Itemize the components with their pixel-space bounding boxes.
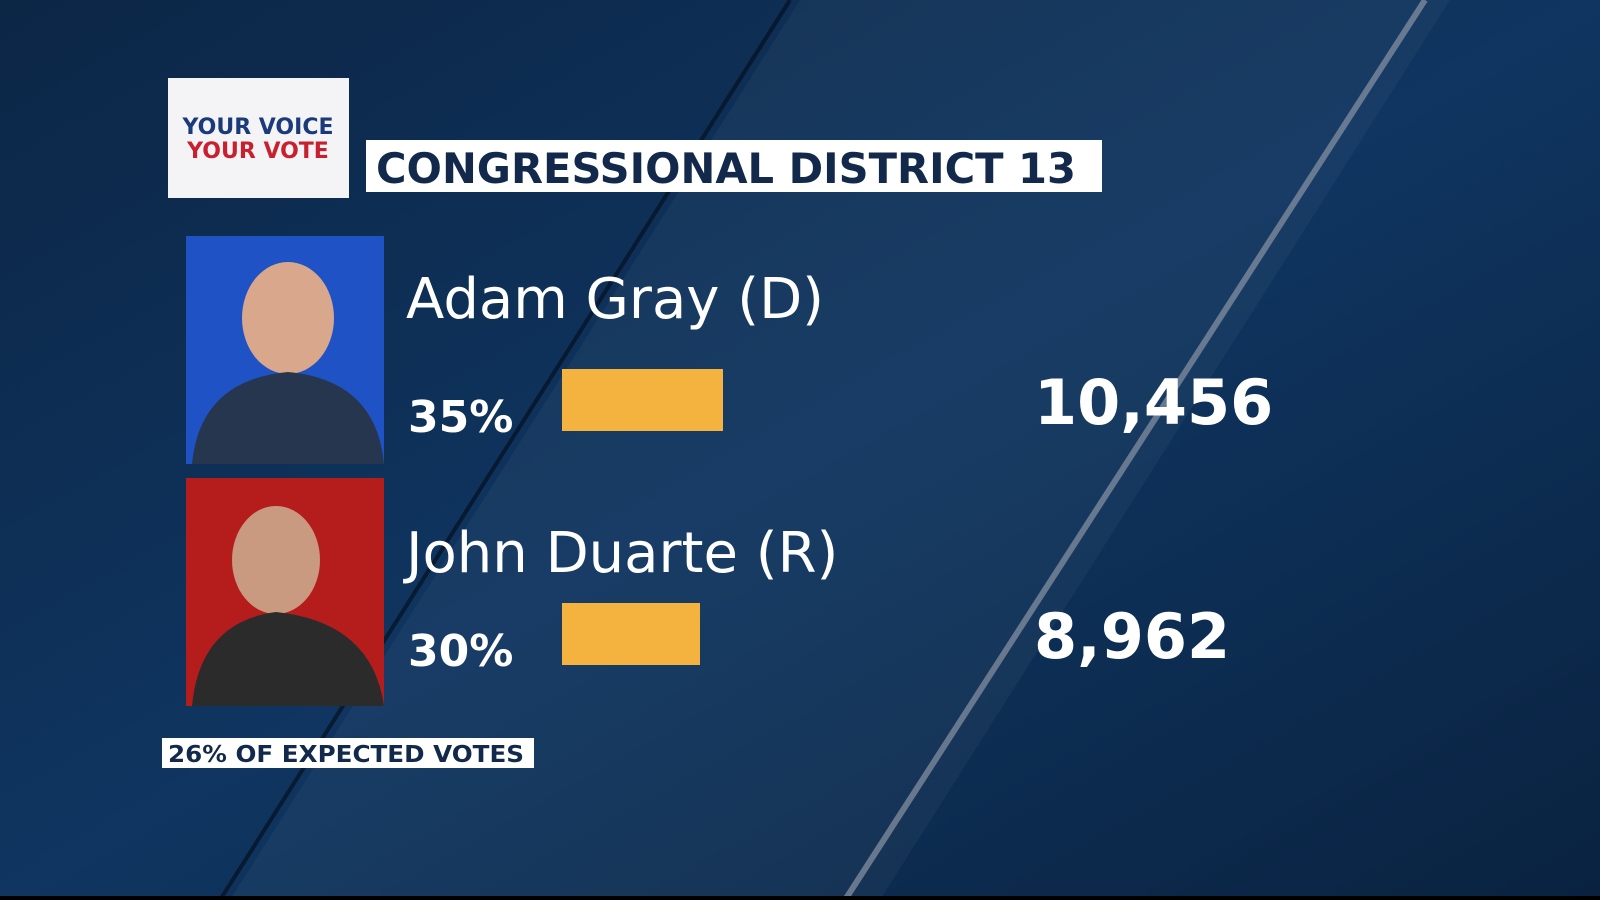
photo-head	[242, 262, 334, 374]
percent-bar	[562, 369, 723, 431]
percent-label: 35%	[408, 392, 513, 443]
percent-bar	[562, 603, 700, 665]
diagonal-stripe	[842, 0, 1428, 900]
bottom-strip	[0, 896, 1600, 900]
photo	[186, 236, 384, 464]
candidate-name: John Duarte (R)	[403, 521, 838, 586]
photo-body	[192, 612, 384, 706]
vote-count: 8,962	[1034, 600, 1230, 673]
diagonal-band	[230, 0, 1450, 900]
vote-count: 10,456	[1034, 366, 1273, 439]
photo	[186, 478, 384, 706]
percent-label: 30%	[408, 626, 513, 677]
logo-text: YOUR VOTE	[186, 139, 329, 164]
photo-body	[192, 372, 384, 464]
logo-box	[168, 78, 349, 198]
candidate-name: Adam Gray (D)	[406, 267, 824, 332]
footer-box	[162, 738, 534, 768]
title-box	[366, 140, 1102, 192]
footer: 26% OF EXPECTED VOTES	[168, 742, 524, 768]
logo-text: YOUR VOICE	[181, 115, 333, 140]
title: CONGRESSIONAL DISTRICT 13	[376, 144, 1076, 193]
photo-head	[232, 506, 320, 614]
